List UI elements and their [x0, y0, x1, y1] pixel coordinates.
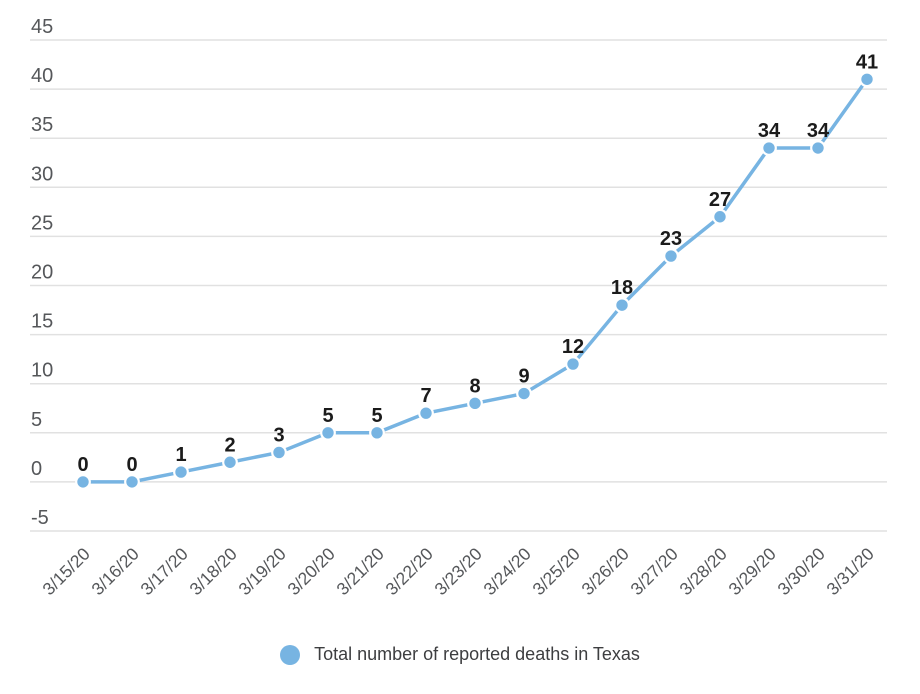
point-value-label: 34	[807, 120, 830, 142]
y-axis-label: 35	[31, 114, 53, 136]
point-value-label: 41	[856, 51, 878, 73]
data-point[interactable]	[418, 405, 434, 422]
data-point[interactable]	[663, 248, 679, 264]
data-point[interactable]	[565, 356, 581, 372]
data-point[interactable]	[271, 444, 287, 461]
data-point[interactable]	[173, 464, 189, 480]
data-point[interactable]	[516, 385, 532, 402]
data-point[interactable]	[75, 474, 91, 490]
data-point[interactable]	[320, 424, 336, 441]
point-value-label: 12	[562, 336, 584, 358]
point-value-label: 7	[420, 385, 431, 407]
point-value-label: 0	[77, 454, 88, 476]
y-axis-label: 30	[31, 163, 53, 185]
y-axis-label: 25	[31, 212, 53, 234]
point-value-label: 23	[660, 228, 682, 250]
x-axis-label: 3/21/20	[332, 543, 388, 599]
x-axis-label: 3/15/20	[38, 543, 94, 599]
point-value-label: 18	[611, 277, 633, 299]
y-axis-label: 40	[31, 65, 53, 87]
point-value-label: 2	[224, 434, 235, 456]
legend-marker-icon	[280, 644, 301, 665]
x-axis-label: 3/22/20	[381, 543, 437, 599]
legend: Total number of reported deaths in Texas	[0, 644, 920, 665]
point-value-label: 27	[709, 189, 731, 211]
x-axis-label: 3/17/20	[136, 543, 192, 599]
point-value-label: 9	[518, 366, 529, 388]
point-value-label: 1	[175, 444, 186, 466]
point-value-label: 8	[469, 375, 480, 397]
data-point[interactable]	[810, 140, 826, 156]
legend-label: Total number of reported deaths in Texas	[314, 644, 640, 664]
line-chart-canvas: 454035302520151050-53/15/203/16/203/17/2…	[30, 16, 887, 599]
x-axis-label: 3/30/20	[773, 543, 829, 599]
point-value-label: 0	[126, 454, 137, 476]
point-value-label: 5	[322, 405, 333, 427]
point-value-label: 34	[758, 120, 781, 142]
data-point[interactable]	[761, 140, 777, 156]
y-axis-label: 0	[31, 458, 42, 480]
x-axis-label: 3/19/20	[234, 543, 290, 599]
data-point[interactable]	[614, 297, 630, 314]
y-axis-label: 15	[31, 311, 53, 333]
y-axis-label: -5	[31, 507, 49, 529]
x-axis-label: 3/16/20	[87, 543, 143, 599]
point-value-label: 3	[273, 424, 284, 446]
data-point[interactable]	[712, 208, 728, 225]
legend-item[interactable]: Total number of reported deaths in Texas	[280, 644, 640, 665]
x-axis-label: 3/26/20	[577, 543, 633, 599]
data-point[interactable]	[222, 454, 238, 471]
y-axis-label: 20	[31, 262, 53, 284]
x-axis-label: 3/24/20	[479, 543, 535, 599]
x-axis-label: 3/31/20	[822, 543, 878, 599]
series-line	[83, 78, 869, 484]
x-axis-label: 3/25/20	[528, 543, 584, 599]
point-value-label: 5	[371, 405, 382, 427]
x-axis-label: 3/29/20	[724, 543, 780, 599]
y-axis-label: 10	[31, 360, 53, 382]
x-axis-label: 3/23/20	[430, 543, 486, 599]
y-axis-label: 5	[31, 409, 42, 431]
data-point[interactable]	[859, 71, 875, 88]
data-point[interactable]	[467, 395, 483, 412]
line-chart: 45 40 35 30 25 20 15 10 5 0 -5 3/15/20 3/16/20 3/17/2…	[30, 16, 887, 599]
y-axis-label: 45	[31, 16, 53, 38]
x-axis-label: 3/27/20	[626, 543, 682, 599]
data-point[interactable]	[124, 474, 140, 490]
x-axis-label: 3/18/20	[185, 543, 241, 599]
x-axis-label: 3/28/20	[675, 543, 731, 599]
data-point[interactable]	[369, 424, 385, 441]
x-axis-label: 3/20/20	[283, 543, 339, 599]
